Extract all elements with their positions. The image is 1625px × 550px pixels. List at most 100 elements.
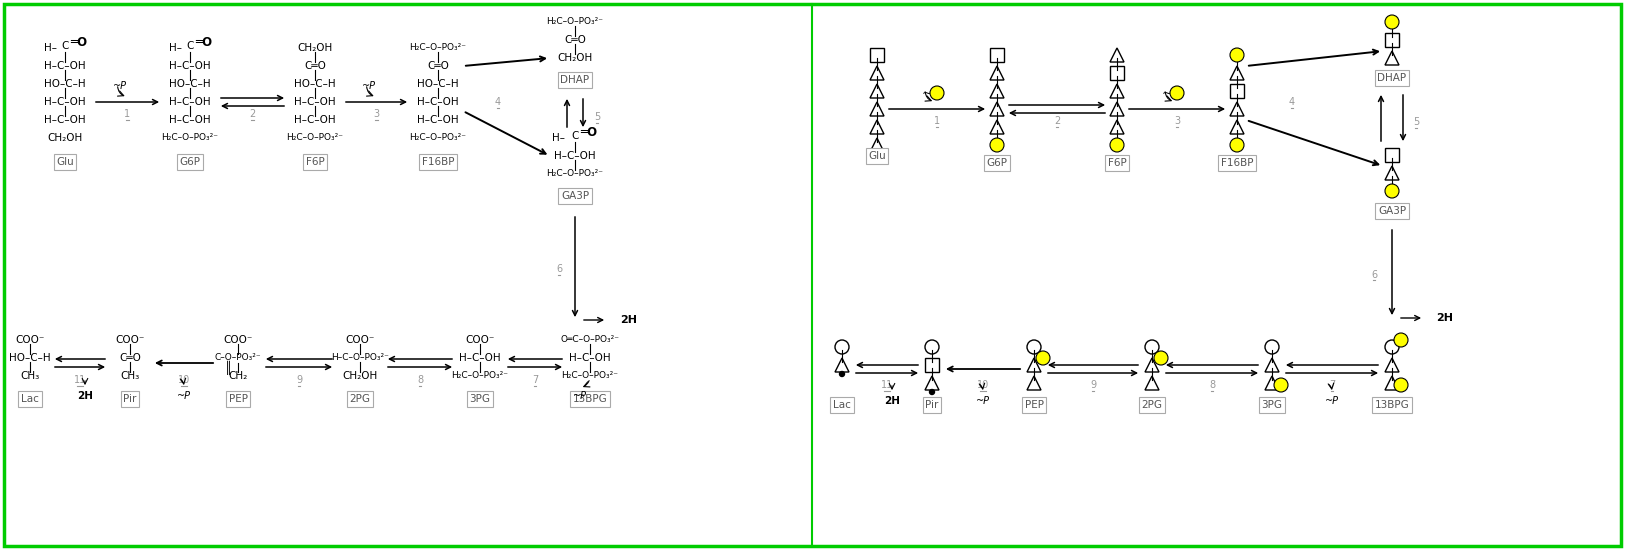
Text: COO⁻: COO⁻ bbox=[223, 335, 254, 345]
Text: 6: 6 bbox=[1372, 270, 1376, 279]
Text: H₂C–O–PO₃²⁻: H₂C–O–PO₃²⁻ bbox=[546, 169, 603, 179]
Text: Glu: Glu bbox=[868, 151, 886, 161]
Text: ~P: ~P bbox=[1324, 396, 1339, 406]
Text: P: P bbox=[1159, 354, 1164, 362]
Text: Pir: Pir bbox=[925, 400, 939, 410]
Text: HO–C–H: HO–C–H bbox=[44, 79, 86, 89]
Circle shape bbox=[840, 371, 845, 377]
Text: 2H: 2H bbox=[621, 315, 637, 325]
Text: C═O: C═O bbox=[427, 61, 448, 71]
Text: 11: 11 bbox=[73, 375, 86, 385]
Text: H–C–OH: H–C–OH bbox=[169, 61, 211, 71]
Text: 5: 5 bbox=[593, 112, 600, 122]
Text: P: P bbox=[994, 140, 999, 150]
Text: ~: ~ bbox=[921, 86, 933, 100]
Text: CH₂OH: CH₂OH bbox=[47, 133, 83, 143]
Circle shape bbox=[929, 86, 944, 100]
Text: ═O: ═O bbox=[580, 126, 596, 140]
Text: 4: 4 bbox=[496, 97, 500, 107]
Text: F16BP: F16BP bbox=[1220, 158, 1253, 168]
Text: H₂C–O–PO₃²⁻: H₂C–O–PO₃²⁻ bbox=[562, 371, 619, 381]
Text: 1: 1 bbox=[125, 109, 130, 119]
Text: P: P bbox=[1398, 336, 1404, 344]
Text: 10: 10 bbox=[977, 380, 990, 390]
Text: 3: 3 bbox=[1173, 116, 1180, 126]
Circle shape bbox=[929, 389, 934, 394]
Circle shape bbox=[1154, 351, 1168, 365]
Text: P: P bbox=[1175, 89, 1180, 97]
Text: C: C bbox=[572, 131, 578, 141]
Text: F6P: F6P bbox=[1108, 158, 1126, 168]
Text: HO–C–H: HO–C–H bbox=[169, 79, 211, 89]
Text: H₂C–O–PO₃²⁻: H₂C–O–PO₃²⁻ bbox=[161, 134, 218, 142]
Text: CH₃: CH₃ bbox=[21, 371, 39, 381]
Text: 13BPG: 13BPG bbox=[572, 394, 608, 404]
Text: 3: 3 bbox=[374, 109, 380, 119]
Text: H₂C–O–PO₃²⁻: H₂C–O–PO₃²⁻ bbox=[452, 371, 509, 381]
Text: 6: 6 bbox=[556, 264, 562, 274]
Text: 11: 11 bbox=[881, 380, 894, 390]
Text: P: P bbox=[1389, 18, 1394, 26]
Text: 8: 8 bbox=[1209, 380, 1216, 390]
Text: HO–C–H: HO–C–H bbox=[294, 79, 336, 89]
Circle shape bbox=[1170, 86, 1185, 100]
Text: DHAP: DHAP bbox=[561, 75, 590, 85]
Text: 2H: 2H bbox=[1436, 313, 1453, 323]
Circle shape bbox=[1394, 333, 1407, 347]
Text: ═O: ═O bbox=[70, 36, 88, 50]
Text: CH₂OH: CH₂OH bbox=[297, 43, 333, 53]
Text: CH₂: CH₂ bbox=[229, 371, 247, 381]
Text: C–O–PO₃²⁻: C–O–PO₃²⁻ bbox=[214, 354, 262, 362]
Text: H–: H– bbox=[44, 43, 57, 53]
Text: F6P: F6P bbox=[306, 157, 325, 167]
Text: 9: 9 bbox=[1090, 380, 1095, 390]
Text: Lac: Lac bbox=[834, 400, 852, 410]
Circle shape bbox=[1394, 378, 1407, 392]
Text: P: P bbox=[1398, 381, 1404, 389]
Text: ~P: ~P bbox=[977, 396, 990, 406]
Text: H–C–OH: H–C–OH bbox=[418, 97, 458, 107]
Text: F16BP: F16BP bbox=[422, 157, 455, 167]
Text: 2PG: 2PG bbox=[349, 394, 370, 404]
Text: H–C–OH: H–C–OH bbox=[44, 115, 86, 125]
Text: GA3P: GA3P bbox=[1378, 206, 1406, 216]
Text: C: C bbox=[187, 41, 193, 51]
Text: 10: 10 bbox=[177, 375, 190, 385]
Circle shape bbox=[1384, 15, 1399, 29]
Text: ~P: ~P bbox=[574, 391, 587, 401]
Text: ~P: ~P bbox=[177, 391, 192, 401]
Circle shape bbox=[1384, 184, 1399, 198]
Text: H–C–OH: H–C–OH bbox=[554, 151, 596, 161]
Circle shape bbox=[1274, 378, 1289, 392]
Text: DHAP: DHAP bbox=[1378, 73, 1407, 83]
Text: ~P: ~P bbox=[361, 81, 375, 91]
Text: O═C–O–PO₃²⁻: O═C–O–PO₃²⁻ bbox=[561, 336, 619, 344]
Text: H–C–OH: H–C–OH bbox=[169, 97, 211, 107]
Text: H–C–OH: H–C–OH bbox=[169, 115, 211, 125]
Text: P: P bbox=[1233, 140, 1240, 150]
Text: ═O: ═O bbox=[195, 36, 213, 50]
Text: C: C bbox=[62, 41, 68, 51]
Text: C═O: C═O bbox=[564, 35, 587, 45]
Text: H₂C–O–PO₃²⁻: H₂C–O–PO₃²⁻ bbox=[546, 18, 603, 26]
Text: G6P: G6P bbox=[986, 158, 1008, 168]
Text: 7: 7 bbox=[531, 375, 538, 385]
Text: CH₃: CH₃ bbox=[120, 371, 140, 381]
Text: CH₂OH: CH₂OH bbox=[343, 371, 377, 381]
Text: 9: 9 bbox=[296, 375, 302, 385]
Text: Lac: Lac bbox=[21, 394, 39, 404]
Text: 3PG: 3PG bbox=[1261, 400, 1282, 410]
Text: H–C–OH: H–C–OH bbox=[294, 115, 336, 125]
Text: 4: 4 bbox=[1289, 97, 1295, 107]
Text: H–: H– bbox=[552, 133, 565, 143]
Circle shape bbox=[1037, 351, 1050, 365]
Circle shape bbox=[990, 138, 1004, 152]
Text: 2: 2 bbox=[1055, 116, 1060, 126]
Text: 2PG: 2PG bbox=[1141, 400, 1162, 410]
Text: 7: 7 bbox=[1329, 380, 1336, 390]
Text: C═O: C═O bbox=[304, 61, 327, 71]
Text: ~: ~ bbox=[1162, 86, 1172, 100]
Text: ~P: ~P bbox=[112, 81, 127, 91]
Text: H–C–OH: H–C–OH bbox=[294, 97, 336, 107]
Text: 2: 2 bbox=[249, 109, 255, 119]
